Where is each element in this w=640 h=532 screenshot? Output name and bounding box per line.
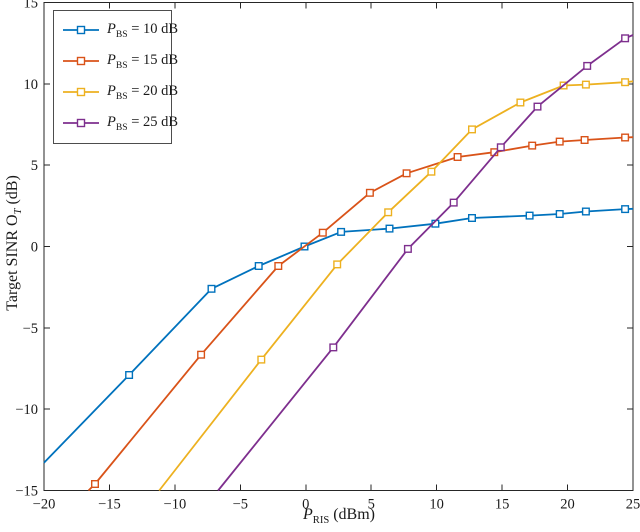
- series-marker-p-bs-25-db: [449, 198, 458, 207]
- legend-item: PBS = 25 dB: [62, 114, 178, 133]
- legend-item-label: PBS = 20 dB: [107, 83, 179, 102]
- legend-marker: [76, 57, 86, 66]
- legend-item: PBS = 10 dB: [62, 21, 178, 40]
- series-marker-p-bs-25-db: [621, 34, 630, 43]
- series-marker-p-bs-10-db: [337, 227, 346, 236]
- x-tick-label: 25: [626, 497, 640, 513]
- y-tick-label: −10: [15, 402, 38, 418]
- y-tick-label: −15: [15, 484, 38, 500]
- series-marker-p-bs-20-db: [333, 260, 342, 269]
- series-marker-p-bs-25-db: [583, 61, 592, 70]
- series-marker-p-bs-10-db: [555, 209, 564, 218]
- x-tick-label: 15: [495, 497, 510, 513]
- series-marker-p-bs-10-db: [525, 211, 534, 220]
- series-marker-p-bs-15-db: [453, 152, 462, 161]
- series-line-p-bs-10-db: [43, 207, 634, 464]
- series-marker-p-bs-10-db: [468, 213, 477, 222]
- series-marker-p-bs-15-db: [621, 133, 630, 142]
- y-tick-label: −5: [23, 321, 38, 337]
- legend-item-label: PBS = 10 dB: [107, 21, 179, 40]
- series-marker-p-bs-10-db: [207, 284, 216, 293]
- x-axis-label-rest: (dBm): [329, 506, 375, 523]
- series-marker-p-bs-25-db: [496, 143, 505, 152]
- x-tick-label: 0: [302, 497, 309, 513]
- series-marker-p-bs-15-db: [402, 169, 411, 178]
- legend-item: PBS = 15 dB: [62, 52, 178, 71]
- legend-line-sample: [63, 88, 99, 97]
- series-marker-p-bs-15-db: [197, 350, 206, 359]
- y-tick-label: 5: [31, 158, 38, 174]
- legend-marker: [76, 119, 86, 128]
- series-marker-p-bs-25-db: [533, 102, 542, 111]
- series-marker-p-bs-15-db: [90, 480, 99, 489]
- x-axis-label-var: P: [303, 506, 313, 523]
- x-tick-label: −20: [33, 497, 56, 513]
- series-marker-p-bs-10-db: [621, 205, 630, 214]
- series-marker-p-bs-20-db: [468, 125, 477, 134]
- x-axis-label-sub: RIS: [312, 515, 330, 527]
- y-axis-label-pre: Target SINR O: [3, 214, 21, 311]
- x-tick-label: −10: [164, 497, 187, 513]
- legend: PBS = 10 dB PBS = 15 dB PBS = 20 dB PBS = 2…: [53, 10, 178, 144]
- series-marker-p-bs-20-db: [384, 208, 393, 217]
- legend-item-label: PBS = 25 dB: [107, 114, 179, 133]
- series-marker-p-bs-10-db: [581, 207, 590, 216]
- series-marker-p-bs-15-db: [528, 141, 537, 150]
- x-tick-label: 5: [368, 497, 375, 513]
- x-tick-label: 10: [429, 497, 444, 513]
- x-tick-label: −5: [233, 497, 248, 513]
- series-marker-p-bs-15-db: [318, 228, 327, 237]
- series-marker-p-bs-25-db: [329, 343, 338, 352]
- x-tick-label: −15: [98, 497, 121, 513]
- y-tick-label: 15: [24, 0, 39, 12]
- legend-line-sample: [63, 119, 99, 128]
- series-marker-p-bs-15-db: [580, 135, 589, 144]
- series-marker-p-bs-10-db: [254, 262, 263, 271]
- series-marker-p-bs-25-db: [403, 244, 412, 253]
- x-axis-label: PRIS (dBm): [303, 506, 375, 526]
- series-marker-p-bs-20-db: [516, 98, 525, 107]
- y-axis-label-rest: (dB): [3, 175, 21, 209]
- legend-marker: [76, 88, 86, 97]
- y-tick-label: 10: [24, 77, 39, 93]
- series-marker-p-bs-20-db: [257, 355, 266, 364]
- series-marker-p-bs-15-db: [274, 262, 283, 271]
- series-marker-p-bs-15-db: [555, 137, 564, 146]
- legend-item-label: PBS = 15 dB: [107, 52, 179, 71]
- series-marker-p-bs-10-db: [125, 371, 134, 380]
- series-line-p-bs-15-db: [87, 136, 634, 492]
- legend-line-sample: [63, 26, 99, 35]
- legend-item: PBS = 20 dB: [62, 83, 178, 102]
- series-marker-p-bs-20-db: [581, 80, 590, 89]
- y-axis-label-sub: T: [13, 208, 25, 215]
- series-marker-p-bs-15-db: [365, 188, 374, 197]
- y-tick-label: 0: [31, 240, 38, 256]
- series-marker-p-bs-20-db: [621, 78, 630, 87]
- series-marker-p-bs-20-db: [427, 167, 436, 176]
- x-tick-label: 20: [560, 497, 575, 513]
- series-marker-p-bs-10-db: [385, 224, 394, 233]
- legend-line-sample: [63, 57, 99, 66]
- legend-marker: [76, 26, 86, 35]
- y-axis-label: Target SINR OT (dB): [4, 175, 24, 311]
